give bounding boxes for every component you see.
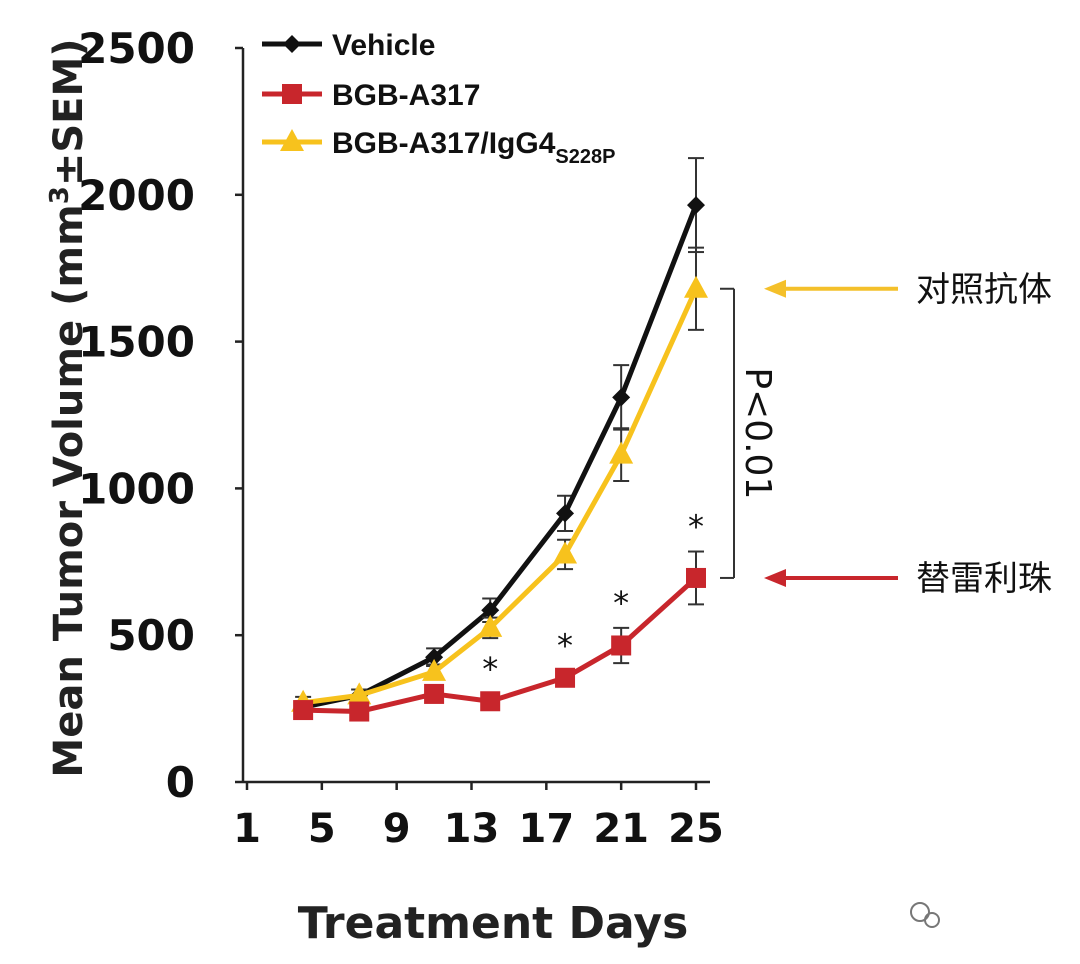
y-tick-label: 1000 (78, 464, 195, 513)
legend-label-text: Vehicle (332, 29, 435, 62)
y-tick-label: 2000 (78, 171, 195, 220)
x-tick-label: 5 (308, 806, 336, 852)
x-tick-label: 17 (518, 806, 574, 852)
legend-item-bgb: BGB-A317 (262, 79, 480, 112)
annotation-igg4: 对照抗体 (764, 270, 1052, 310)
annotation-label: 对照抗体 (916, 270, 1052, 310)
data-point-vehicle (425, 648, 444, 667)
data-point-igg4 (609, 441, 634, 464)
x-tick-label: 25 (668, 806, 724, 852)
x-tick-label: 1 (233, 806, 261, 852)
legend-label-text: BGB-A317/IgG4 (332, 127, 556, 160)
data-point-bgb (349, 701, 370, 722)
data-point-vehicle (687, 196, 705, 215)
annotation-label: 替雷利珠 (916, 559, 1052, 599)
y-axis-title-main: Mean Tumor Volume (mm (46, 204, 92, 777)
legend-label-bgb: BGB-A317 (332, 79, 480, 112)
legend-item-vehicle: Vehicle (262, 29, 435, 62)
legend-swatch-marker (283, 35, 301, 53)
data-point-bgb (293, 700, 314, 721)
y-tick-label: 0 (166, 758, 195, 807)
legend: Vehicle BGB-A317 BGB-A317/IgG4S228P (262, 29, 615, 168)
annotation-arrowhead (764, 568, 786, 587)
data-point-bgb (480, 691, 501, 712)
data-point-igg4 (422, 658, 447, 681)
annotation-arrowhead (764, 279, 786, 298)
significance-star: * (557, 626, 573, 664)
data-point-bgb (611, 635, 632, 656)
y-axis-title-sup: 3 (45, 186, 75, 204)
data-point-igg4 (347, 682, 372, 705)
legend-swatch-marker (282, 84, 302, 104)
series-layer: * * * * (291, 157, 708, 722)
data-point-bgb (555, 667, 576, 688)
legend-item-igg4: BGB-A317/IgG4S228P (262, 127, 615, 168)
y-tick-label: 1500 (78, 318, 195, 367)
x-axis-title: Treatment Days (298, 898, 689, 949)
x-tick-label: 9 (383, 806, 411, 852)
data-point-vehicle (556, 504, 575, 523)
axes: 0 500 1000 1500 2000 2500 1 5 9 13 17 21 25 Treatment… (45, 24, 724, 949)
series-igg4 (291, 246, 708, 712)
p-value-label: P<0.01 (737, 367, 778, 499)
significance-star: * (688, 508, 704, 546)
data-point-bgb (686, 567, 706, 588)
data-point-igg4 (553, 541, 578, 564)
significance-star: * (613, 584, 629, 622)
annotation-bgb: 替雷利珠 (764, 559, 1052, 599)
data-point-igg4 (684, 275, 708, 298)
data-point-vehicle (612, 388, 631, 407)
wechat-bubble-small (924, 912, 940, 928)
significance-bracket: P<0.01 (720, 287, 778, 579)
legend-label-subscript: S228P (555, 146, 615, 168)
x-tick-label: 21 (593, 806, 649, 852)
y-axis-title-tail: ±SEM) (46, 38, 92, 186)
legend-label-text: BGB-A317 (332, 79, 480, 112)
significance-star: * (482, 650, 498, 688)
legend-label-vehicle: Vehicle (332, 29, 435, 62)
legend-label-igg4: BGB-A317/IgG4S228P (332, 127, 615, 168)
y-tick-label: 2500 (78, 24, 195, 73)
x-tick-label: 13 (444, 806, 500, 852)
wechat-icon (910, 902, 940, 928)
series-bgb (293, 550, 706, 722)
y-axis-title: Mean Tumor Volume (mm3±SEM) (45, 38, 92, 777)
data-point-igg4 (478, 614, 503, 637)
data-point-vehicle (481, 601, 500, 620)
data-point-bgb (424, 683, 445, 704)
watermark (910, 902, 940, 928)
legend-swatch-marker (280, 129, 304, 151)
wechat-bubble-large (910, 902, 930, 922)
y-tick-label: 500 (107, 611, 195, 660)
